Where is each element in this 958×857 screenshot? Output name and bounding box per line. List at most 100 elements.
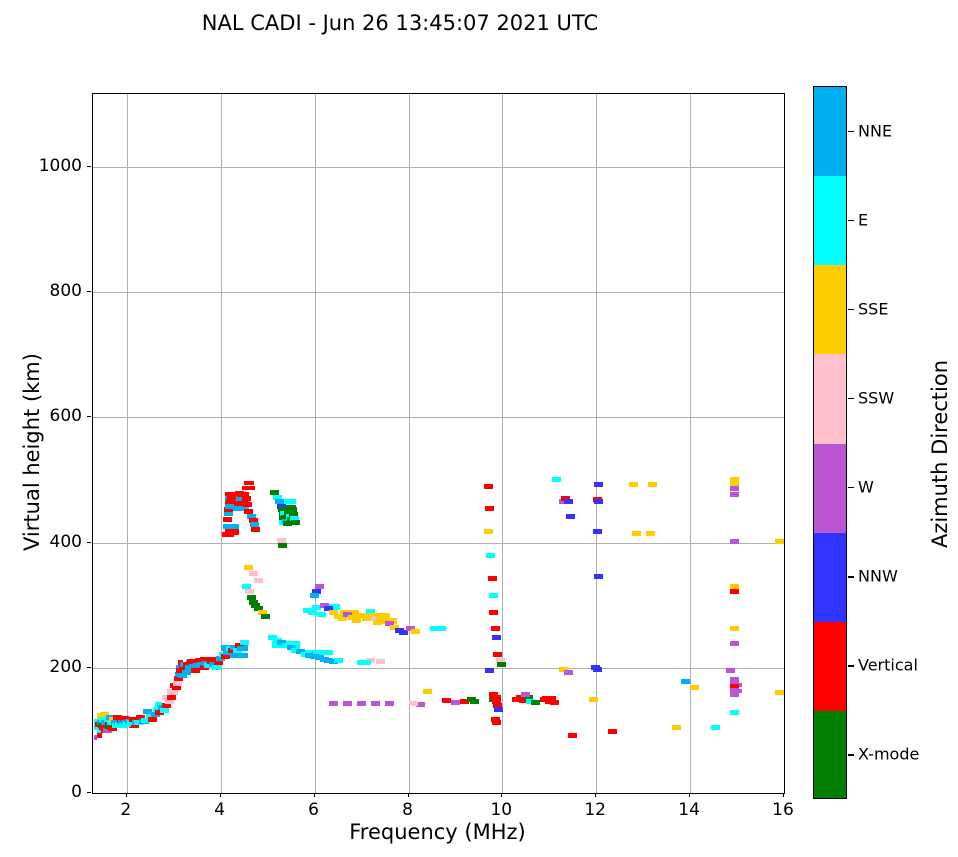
data-point	[489, 691, 499, 697]
data-point	[333, 613, 343, 619]
data-point	[385, 621, 395, 627]
data-point	[253, 606, 263, 612]
data-point	[730, 477, 740, 483]
data-point	[730, 641, 740, 647]
data-point	[249, 599, 258, 605]
x-tick-mark	[407, 793, 409, 797]
data-point	[239, 640, 249, 646]
data-point	[361, 616, 371, 622]
colorbar-tick	[848, 130, 854, 132]
data-block	[279, 499, 296, 504]
data-block	[542, 695, 557, 702]
data-point	[150, 711, 160, 717]
data-point	[540, 696, 550, 702]
data-point	[281, 514, 290, 520]
data-point	[223, 517, 233, 523]
data-point	[648, 482, 658, 488]
data-point	[490, 626, 500, 632]
data-point	[608, 729, 618, 735]
data-point	[594, 482, 604, 488]
data-point	[366, 608, 376, 614]
data-point	[594, 498, 604, 504]
data-point	[469, 699, 479, 705]
data-point	[561, 496, 571, 502]
y-tick-mark	[87, 666, 91, 668]
data-point	[563, 499, 573, 505]
data-point	[122, 721, 132, 727]
data-point	[288, 512, 298, 518]
data-point	[226, 494, 236, 500]
data-point	[357, 612, 366, 618]
gridline-horizontal	[93, 417, 784, 419]
colorbar-tick	[848, 397, 854, 400]
data-point	[408, 700, 418, 706]
data-point	[220, 654, 230, 659]
data-block	[225, 506, 249, 512]
data-point	[270, 489, 280, 495]
data-point	[429, 626, 439, 632]
gridline-vertical	[408, 94, 410, 793]
data-point	[120, 716, 129, 721]
data-point	[490, 695, 500, 701]
data-point	[249, 518, 258, 523]
colorbar-label-w: W	[858, 477, 874, 497]
data-point	[361, 660, 371, 666]
plot-canvas	[93, 94, 784, 793]
data-point	[489, 610, 499, 616]
y-tick-label: 800	[49, 280, 82, 301]
data-point	[312, 605, 322, 611]
data-point	[730, 680, 740, 686]
data-point	[338, 616, 348, 622]
data-block	[129, 722, 140, 728]
data-point	[274, 499, 284, 505]
data-point	[192, 662, 202, 668]
data-point	[487, 576, 497, 582]
x-tick-label: 4	[214, 800, 226, 820]
data-point	[235, 642, 244, 648]
data-point	[99, 711, 109, 717]
data-point	[368, 612, 378, 618]
data-point	[375, 659, 385, 664]
page-title: NAL CADI - Jun 26 13:45:07 2021 UTC	[201, 11, 599, 35]
data-block	[516, 694, 531, 701]
data-point	[592, 528, 602, 534]
data-point	[373, 620, 383, 626]
data-point	[568, 732, 578, 738]
data-point	[272, 494, 282, 500]
data-point	[173, 675, 183, 681]
data-point	[171, 685, 181, 691]
x-tick-label: 16	[772, 800, 794, 820]
data-point	[563, 670, 573, 676]
data-point	[551, 477, 561, 483]
data-point	[366, 657, 376, 663]
data-point	[287, 507, 297, 513]
data-point	[774, 538, 784, 544]
data-point	[730, 684, 740, 689]
data-block	[305, 649, 334, 656]
data-point	[296, 648, 305, 654]
data-point	[357, 700, 366, 706]
data-point	[317, 612, 327, 617]
data-point	[342, 612, 352, 617]
data-point	[182, 669, 192, 675]
data-point	[242, 583, 251, 589]
data-point	[324, 657, 334, 663]
data-point	[164, 699, 174, 705]
data-block	[225, 496, 249, 502]
colorbar-tick	[848, 754, 854, 756]
data-point	[394, 627, 404, 633]
data-point	[347, 615, 357, 621]
data-point	[291, 519, 301, 525]
data-block	[241, 486, 255, 490]
data-point	[244, 565, 254, 570]
data-point	[730, 492, 740, 498]
data-point	[282, 521, 292, 527]
data-point	[385, 700, 395, 706]
data-point	[245, 588, 255, 594]
data-point	[565, 513, 575, 519]
colorbar-tick	[848, 308, 854, 311]
data-point	[711, 725, 721, 731]
gridline-vertical	[690, 94, 692, 793]
data-point	[544, 699, 554, 705]
data-point	[237, 492, 247, 498]
